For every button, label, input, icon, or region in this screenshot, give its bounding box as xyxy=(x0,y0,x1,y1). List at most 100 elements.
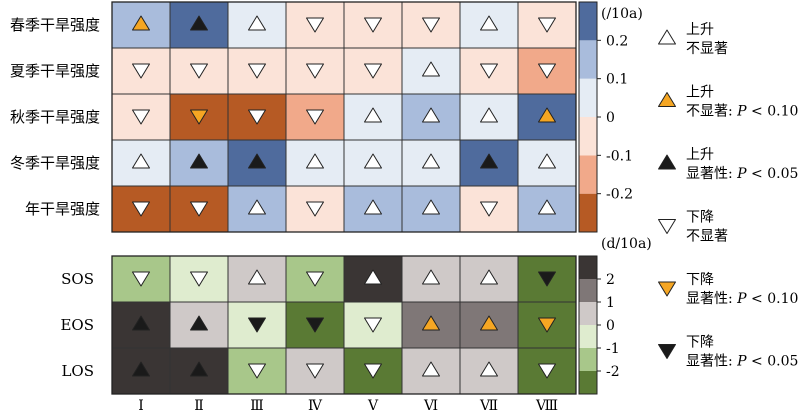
zone-label: Ⅵ xyxy=(423,398,438,414)
trend-marker xyxy=(538,107,556,123)
trend-marker xyxy=(480,15,498,31)
heatmap-cell xyxy=(517,139,577,187)
trend-marker xyxy=(480,361,498,377)
legend-marker xyxy=(658,281,676,297)
zone-label: Ⅴ xyxy=(367,398,379,414)
legend-p-threshold: < 0.10 xyxy=(747,291,799,307)
trend-marker xyxy=(248,109,266,125)
trend-marker xyxy=(306,153,324,169)
colorbar-tick-label: 2 xyxy=(606,272,615,288)
trend-marker xyxy=(248,15,266,31)
drought-colorbar: (/10a) 0.2 0.1 0 -0.1 -0.2 xyxy=(578,1,643,233)
zone-label: Ⅷ xyxy=(535,398,558,414)
trend-marker xyxy=(306,271,324,287)
trend-marker xyxy=(132,63,150,79)
colorbar-segment xyxy=(579,40,597,79)
colorbar-tick-label: -2 xyxy=(606,364,620,380)
trend-marker xyxy=(538,271,556,287)
legend-direction: 下降 xyxy=(686,210,714,226)
row-label: 年干旱强度 xyxy=(25,200,100,218)
trend-marker xyxy=(190,153,208,169)
heatmap-frame xyxy=(111,1,577,233)
trend-marker xyxy=(364,63,382,79)
legend-marker xyxy=(658,154,676,170)
trend-marker xyxy=(364,363,382,379)
phenology-heatmap: SOS EOS LOS xyxy=(60,255,577,395)
trend-marker xyxy=(480,63,498,79)
trend-marker xyxy=(480,107,498,123)
colorbar-segment xyxy=(579,348,597,371)
trend-marker xyxy=(190,315,208,331)
legend-direction: 上升 xyxy=(686,85,714,101)
zone-axis: Ⅰ Ⅱ Ⅲ Ⅳ Ⅴ Ⅵ Ⅶ Ⅷ xyxy=(138,398,558,414)
zone-label: Ⅰ xyxy=(138,398,144,414)
trend-marker xyxy=(248,269,266,285)
legend-marker xyxy=(658,29,676,45)
colorbar-segment xyxy=(579,193,597,232)
colorbar-segment xyxy=(579,302,597,325)
colorbar-tick-label: -0.2 xyxy=(606,187,633,203)
trend-marker xyxy=(364,317,382,333)
trend-marker xyxy=(538,199,556,215)
legend-p-symbol: P xyxy=(736,166,747,182)
trend-marker xyxy=(132,201,150,217)
heatmap-cell xyxy=(401,139,461,187)
legend-p-symbol: P xyxy=(736,354,747,370)
legend-significance-label: 显著性: xyxy=(686,291,737,307)
trend-marker xyxy=(422,199,440,215)
trend-marker xyxy=(306,201,324,217)
legend-significance-label: 不显著: xyxy=(686,104,737,120)
phenology-colorbar: (d/10a) 2 1 0 -1 -2 xyxy=(578,236,652,395)
legend-significance: 显著性: P < 0.05 xyxy=(686,166,798,182)
trend-marker xyxy=(132,271,150,287)
legend-marker xyxy=(658,92,676,107)
trend-marker xyxy=(132,153,150,169)
heatmap-frame xyxy=(111,255,577,395)
legend-direction: 上升 xyxy=(686,147,714,163)
zone-label: Ⅶ xyxy=(479,398,498,414)
legend-significance-label: 不显著 xyxy=(686,41,728,57)
trend-marker xyxy=(422,269,440,285)
trend-marker xyxy=(190,15,208,31)
legend-significance: 不显著 xyxy=(686,229,728,245)
zone-label: Ⅳ xyxy=(308,398,323,414)
trend-marker xyxy=(364,199,382,215)
legend-significance-label: 不显著 xyxy=(686,229,728,245)
row-label: EOS xyxy=(60,316,94,334)
colorbar-tick-label: 1 xyxy=(606,295,615,311)
legend-p-symbol: P xyxy=(736,104,747,120)
colorbar-tick-label: -0.1 xyxy=(606,148,633,164)
zone-label: Ⅲ xyxy=(250,398,264,414)
trend-marker xyxy=(538,17,556,33)
colorbar-unit: (/10a) xyxy=(601,6,643,22)
trend-marker xyxy=(132,109,150,125)
trend-marker xyxy=(538,153,556,169)
legend-direction: 上升 xyxy=(686,22,714,38)
trend-marker xyxy=(422,361,440,377)
trend-marker xyxy=(364,107,382,123)
trend-marker xyxy=(190,271,208,287)
trend-marker xyxy=(190,361,208,377)
row-label: 春季干旱强度 xyxy=(10,16,100,34)
legend-p-threshold: < 0.05 xyxy=(747,354,799,370)
trend-marker xyxy=(248,317,266,333)
legend-significance-label: 显著性: xyxy=(686,166,737,182)
row-label: 秋季干旱强度 xyxy=(10,108,100,126)
colorbar-segment xyxy=(579,279,597,302)
legend-marker xyxy=(658,219,676,234)
trend-marker xyxy=(190,201,208,217)
row-label: LOS xyxy=(61,362,94,380)
legend-significance-label: 显著性: xyxy=(686,354,737,370)
trend-marker xyxy=(422,17,440,33)
colorbar-unit: (d/10a) xyxy=(601,236,652,252)
trend-marker xyxy=(538,317,556,333)
trend-marker xyxy=(480,269,498,285)
trend-marker xyxy=(306,363,324,379)
colorbar-segment xyxy=(579,256,597,279)
legend-marker xyxy=(658,344,676,359)
heatmap-cell xyxy=(169,347,229,395)
legend-direction: 下降 xyxy=(686,335,714,351)
